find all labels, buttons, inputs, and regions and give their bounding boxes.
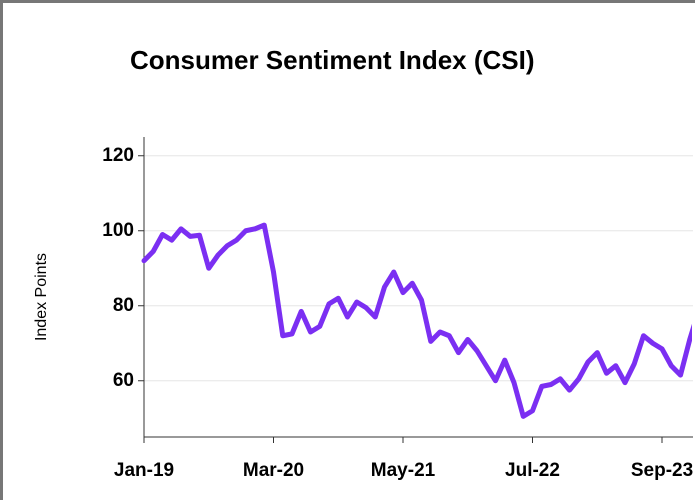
y-tick-label: 120	[102, 145, 134, 166]
line	[141, 222, 692, 419]
y-tick-label: 80	[113, 295, 134, 316]
y-axis-label: Index Points	[33, 253, 50, 341]
x-tick-label: Sep-23	[631, 460, 693, 481]
y-tick-label: 100	[102, 220, 134, 241]
x-tick-label: Mar-20	[243, 460, 304, 481]
x-tick-label: May-21	[371, 460, 436, 481]
x-tick-label: Jul-22	[505, 460, 560, 481]
x-tick-label: Jan-19	[114, 460, 174, 481]
chart-title: Consumer Sentiment Index (CSI)	[130, 45, 535, 75]
y-tick-label: 60	[113, 370, 134, 391]
